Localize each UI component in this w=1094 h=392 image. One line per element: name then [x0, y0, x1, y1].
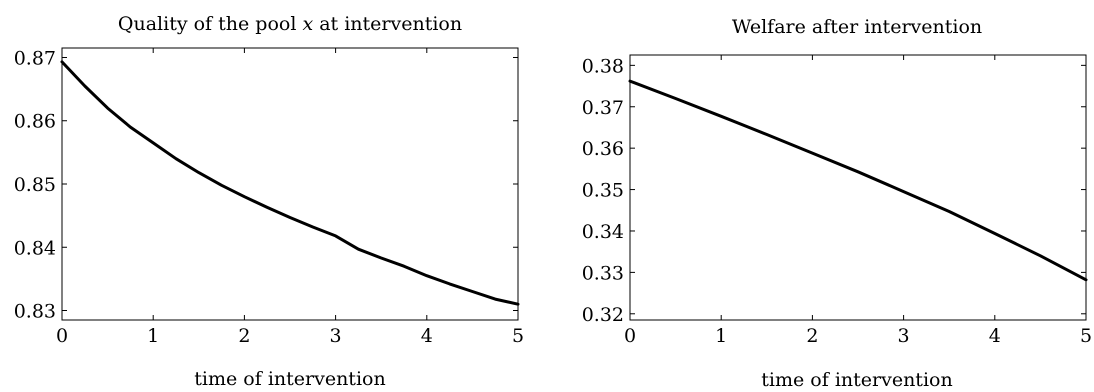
plot-frame — [629, 54, 1087, 321]
x-tick-label: 0 — [624, 325, 636, 347]
y-tick-label: 0.86 — [14, 111, 56, 133]
x-tick-label: 1 — [147, 325, 159, 347]
x-tick-label: 4 — [421, 325, 433, 347]
y-tick-label: 0.34 — [582, 221, 624, 243]
x-tick-label: 2 — [806, 325, 818, 347]
series-line — [60, 60, 520, 306]
x-tick-label: 3 — [330, 325, 342, 347]
x-tick-label: 0 — [56, 325, 68, 347]
x-tick-label: 5 — [512, 325, 524, 347]
y-tick-label: 0.38 — [582, 55, 624, 77]
x-tick-label: 2 — [238, 325, 250, 347]
series-line — [628, 79, 1088, 282]
y-tick-label: 0.36 — [582, 138, 624, 160]
x-tick-label: 3 — [898, 325, 910, 347]
y-tick-label: 0.83 — [14, 301, 56, 323]
y-tick-label: 0.37 — [582, 97, 624, 119]
y-tick-label: 0.85 — [14, 174, 56, 196]
x-axis-label: time of intervention — [761, 369, 952, 391]
x-ticks: 0 1 2 3 4 5 — [624, 55, 1092, 347]
chart-quality-of-pool: Quality of the pool x at intervention 0 1… — [14, 13, 524, 390]
x-tick-label: 1 — [715, 325, 727, 347]
plot-frame — [61, 47, 519, 321]
x-tick-label: 4 — [989, 325, 1001, 347]
series — [628, 79, 1088, 282]
y-tick-label: 0.84 — [14, 237, 56, 259]
x-axis-label: time of intervention — [194, 368, 385, 390]
series — [60, 60, 520, 306]
chart-title: Welfare after intervention — [732, 16, 982, 38]
y-tick-label: 0.87 — [14, 47, 56, 69]
y-tick-label: 0.33 — [582, 262, 624, 284]
x-ticks: 0 1 2 3 4 5 — [56, 48, 524, 347]
chart-title: Quality of the pool x at intervention — [118, 13, 462, 35]
y-tick-label: 0.35 — [582, 180, 624, 202]
y-ticks: 0.32 0.33 0.34 0.35 0.36 0.37 0.38 — [582, 55, 1086, 326]
x-tick-label: 5 — [1080, 325, 1092, 347]
y-ticks: 0.83 0.84 0.85 0.86 0.87 — [14, 47, 518, 323]
y-tick-label: 0.32 — [582, 304, 624, 326]
